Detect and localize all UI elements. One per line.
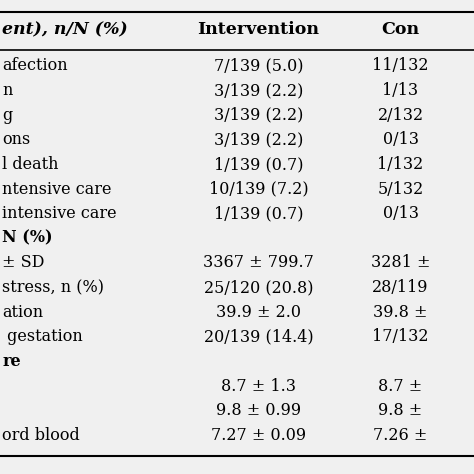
- Text: gestation: gestation: [2, 328, 83, 346]
- Text: 28/119: 28/119: [372, 279, 429, 296]
- Text: stress, n (%): stress, n (%): [2, 279, 104, 296]
- Text: 39.8 ±: 39.8 ±: [374, 304, 428, 321]
- Text: 8.7 ± 1.3: 8.7 ± 1.3: [221, 378, 296, 395]
- Text: 3/139 (2.2): 3/139 (2.2): [214, 82, 303, 99]
- Text: g: g: [2, 107, 13, 124]
- Text: re: re: [2, 353, 21, 370]
- Text: ons: ons: [2, 131, 31, 148]
- Text: 9.8 ± 0.99: 9.8 ± 0.99: [216, 402, 301, 419]
- Text: 1/132: 1/132: [377, 156, 424, 173]
- Text: l death: l death: [2, 156, 59, 173]
- Text: 1/13: 1/13: [383, 82, 419, 99]
- Text: 20/139 (14.4): 20/139 (14.4): [203, 328, 313, 346]
- Text: ent), n/N (%): ent), n/N (%): [2, 21, 128, 38]
- Text: ord blood: ord blood: [2, 427, 80, 444]
- Text: 9.8 ±: 9.8 ±: [378, 402, 423, 419]
- Text: 3367 ± 799.7: 3367 ± 799.7: [203, 255, 314, 272]
- Text: 7.27 ± 0.09: 7.27 ± 0.09: [211, 427, 306, 444]
- Text: 5/132: 5/132: [377, 181, 424, 198]
- Text: 0/13: 0/13: [383, 205, 419, 222]
- Text: Con: Con: [382, 21, 419, 38]
- Text: 2/132: 2/132: [377, 107, 424, 124]
- Text: 3/139 (2.2): 3/139 (2.2): [214, 107, 303, 124]
- Text: 3281 ±: 3281 ±: [371, 255, 430, 272]
- Text: 1/139 (0.7): 1/139 (0.7): [214, 156, 303, 173]
- Text: 7.26 ±: 7.26 ±: [374, 427, 428, 444]
- Text: 8.7 ±: 8.7 ±: [378, 378, 423, 395]
- Text: ± SD: ± SD: [2, 255, 45, 272]
- Text: 1/139 (0.7): 1/139 (0.7): [214, 205, 303, 222]
- Text: 25/120 (20.8): 25/120 (20.8): [203, 279, 313, 296]
- Text: 0/13: 0/13: [383, 131, 419, 148]
- Text: Intervention: Intervention: [197, 21, 319, 38]
- Text: ntensive care: ntensive care: [2, 181, 112, 198]
- Text: 39.9 ± 2.0: 39.9 ± 2.0: [216, 304, 301, 321]
- Text: 17/132: 17/132: [372, 328, 429, 346]
- Text: 11/132: 11/132: [372, 57, 429, 74]
- Text: 10/139 (7.2): 10/139 (7.2): [209, 181, 308, 198]
- Text: n: n: [2, 82, 13, 99]
- Text: 7/139 (5.0): 7/139 (5.0): [214, 57, 303, 74]
- Text: intensive care: intensive care: [2, 205, 117, 222]
- Text: afection: afection: [2, 57, 68, 74]
- Text: ation: ation: [2, 304, 44, 321]
- Text: N (%): N (%): [2, 230, 53, 247]
- Text: 3/139 (2.2): 3/139 (2.2): [214, 131, 303, 148]
